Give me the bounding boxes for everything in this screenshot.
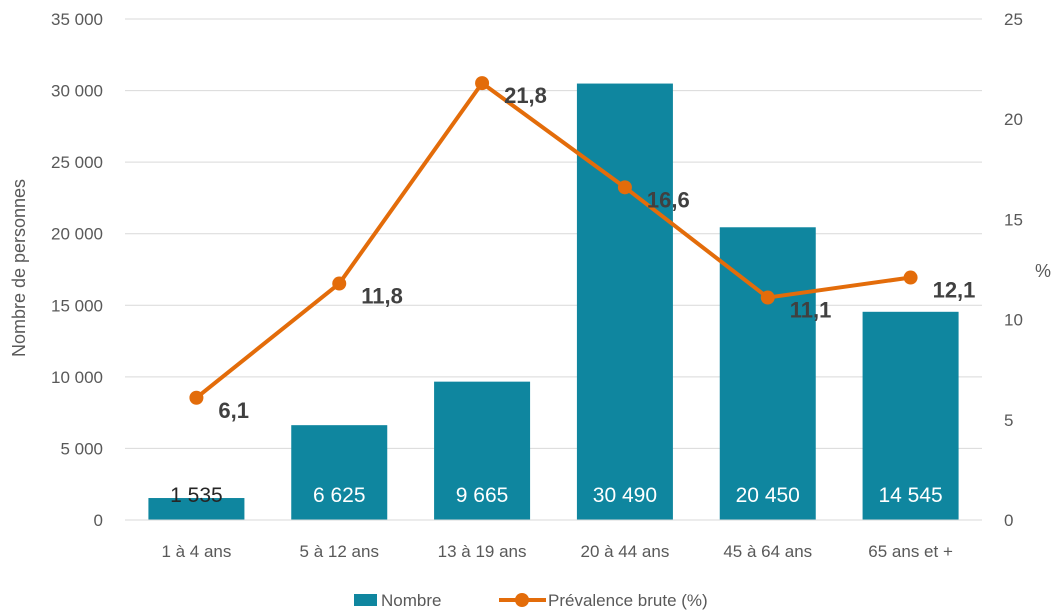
- y-axis-title-left: Nombre de personnes: [9, 179, 29, 357]
- line-marker: [332, 276, 347, 291]
- y-tick-label-left: 30 000: [51, 82, 103, 101]
- legend-label-prevalence: Prévalence brute (%): [548, 591, 708, 610]
- line-marker: [617, 180, 632, 195]
- line-marker: [475, 76, 490, 91]
- line-data-label: 16,6: [647, 187, 690, 212]
- y-tick-label-right: 0: [1004, 511, 1013, 530]
- line-data-label: 11,1: [790, 298, 832, 323]
- bar: [291, 425, 388, 520]
- y-tick-label-right: 25: [1004, 10, 1023, 29]
- x-tick-label: 13 à 19 ans: [438, 542, 527, 561]
- line-path: [195, 81, 911, 400]
- y-tick-label-right: 10: [1004, 311, 1023, 330]
- bar: [719, 227, 816, 520]
- y-tick-label-left: 5 000: [60, 439, 103, 458]
- x-tick-label: 5 à 12 ans: [300, 542, 379, 561]
- bar-series: [148, 83, 959, 520]
- bar: [862, 311, 959, 520]
- bar-data-label: 20 450: [736, 484, 800, 507]
- y-tick-label-left: 25 000: [51, 153, 103, 172]
- y-tick-label-left: 0: [94, 511, 103, 530]
- x-axis-ticks: 1 à 4 ans 5 à 12 ans 13 à 19 ans 20 à 44 an…: [161, 542, 953, 561]
- gridlines: [125, 18, 982, 449]
- bar-data-label: 30 490: [593, 484, 657, 507]
- bar: [148, 498, 245, 520]
- bar-data-label: 9 665: [456, 484, 509, 507]
- line-data-label: 11,8: [361, 284, 403, 309]
- y-tick-label-right: 15: [1004, 210, 1023, 229]
- y-axis-title-right: %: [1035, 261, 1051, 281]
- y-tick-label-left: 15 000: [51, 296, 103, 315]
- right-axis-ticks: 0 5 10 15 20 25: [1004, 10, 1023, 530]
- y-tick-label-left: 20 000: [51, 225, 103, 244]
- x-tick-label: 65 ans et +: [868, 542, 953, 561]
- bar-data-labels: 1 535 6 625 9 665 30 490 20 450 14 545: [170, 484, 943, 507]
- legend-swatch-nombre: [354, 594, 377, 606]
- left-axis-ticks: 0 5 000 10 000 15 000 20 000 25 000 30 000 35 0…: [51, 10, 103, 530]
- bar-data-label: 1 535: [170, 484, 223, 507]
- y-tick-label-right: 20: [1004, 110, 1023, 129]
- bar: [434, 381, 531, 520]
- bar: [576, 83, 673, 520]
- x-tick-label: 45 à 64 ans: [723, 542, 812, 561]
- y-tick-label-right: 5: [1004, 411, 1013, 430]
- line-marker: [903, 270, 918, 285]
- bar-data-label: 14 545: [878, 484, 942, 507]
- line-data-label: 12,1: [933, 278, 976, 303]
- line-data-label: 21,8: [504, 83, 547, 108]
- legend-label-nombre: Nombre: [381, 591, 441, 610]
- line-series: [189, 76, 918, 405]
- line-data-label: 6,1: [218, 398, 249, 423]
- x-tick-label: 20 à 44 ans: [580, 542, 669, 561]
- y-tick-label-left: 35 000: [51, 10, 103, 29]
- legend-marker-prevalence: [515, 593, 529, 607]
- bar-data-label: 6 625: [313, 484, 366, 507]
- line-data-labels: 6,1 11,8 21,8 16,6 11,1 12,1: [218, 83, 975, 423]
- line-marker: [760, 290, 775, 305]
- legend: Nombre Prévalence brute (%): [354, 591, 708, 610]
- line-marker: [189, 390, 204, 405]
- y-tick-label-left: 10 000: [51, 368, 103, 387]
- x-tick-label: 1 à 4 ans: [161, 542, 231, 561]
